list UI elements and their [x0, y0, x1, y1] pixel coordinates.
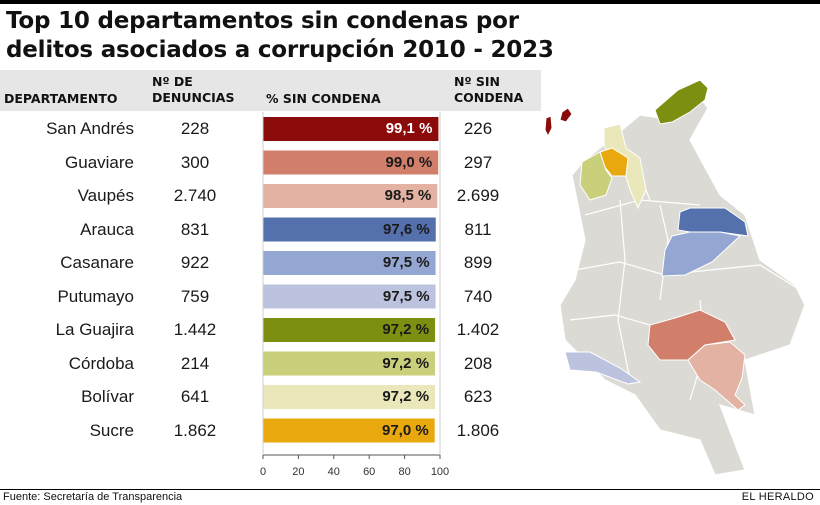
x-tick-label: 100: [430, 466, 450, 478]
map-cordoba: [579, 151, 613, 201]
bar-value-label: 97,2 %: [382, 354, 430, 372]
map-border-line: [709, 264, 801, 291]
bar-value-label: 99,1 %: [385, 120, 433, 137]
denuncias-value: 641: [180, 387, 210, 406]
category-label: San Andrés: [46, 119, 134, 138]
x-tick-label: 80: [398, 466, 411, 478]
denuncias-value: 1.862: [173, 420, 217, 440]
bar: [263, 150, 439, 175]
brand-logo: EL HERALDO: [741, 491, 814, 503]
category-label: La Guajira: [55, 320, 134, 339]
category-label: Guaviare: [65, 152, 134, 172]
map-san-andres: [559, 107, 573, 123]
map-putumayo: [564, 351, 642, 385]
x-tick-label: 60: [363, 466, 376, 478]
category-label: Sucre: [89, 420, 134, 440]
header-pct-sin-condena: % SIN CONDENA: [266, 91, 381, 106]
denuncias-value: 831: [180, 219, 210, 239]
bar-value-label: 97,5 %: [382, 287, 430, 305]
sin-condena-value: 2.699: [456, 186, 500, 205]
category-label: Bolívar: [81, 387, 134, 406]
bar: [263, 184, 438, 208]
x-tick-label: 40: [327, 466, 340, 478]
bar: [263, 318, 436, 342]
category-label: Putumayo: [57, 286, 134, 306]
source-note: Fuente: Secretaría de Transparencia: [3, 491, 183, 503]
bar: [263, 351, 436, 376]
map-guaviare: [647, 309, 736, 361]
bar-value-label: 99,0 %: [385, 153, 433, 171]
bar-value-label: 97,0 %: [381, 421, 429, 439]
bar: [263, 284, 436, 309]
sin-condena-value: 226: [463, 119, 493, 138]
chart-title: Top 10 departamentos sin condenas por de…: [6, 8, 554, 63]
map-border-line: [617, 199, 631, 381]
bar-value-label: 97,2 %: [382, 388, 430, 405]
category-label: Córdoba: [68, 353, 134, 373]
denuncias-value: 2.740: [173, 186, 217, 205]
category-label: Arauca: [80, 219, 134, 239]
bar: [263, 217, 436, 242]
sin-condena-value: 297: [463, 152, 493, 172]
denuncias-value: 1.442: [173, 320, 217, 339]
header-departamento: DEPARTAMENTO: [4, 91, 118, 106]
bar-value-label: 97,5 %: [382, 254, 430, 271]
map-border-line: [569, 314, 651, 326]
sin-condena-value: 1.402: [456, 320, 500, 339]
map-border-line: [659, 204, 669, 301]
x-tick-label: 20: [292, 466, 305, 478]
top-rule: [0, 0, 820, 4]
bar: [263, 251, 436, 275]
map-providencia: [544, 115, 553, 138]
sin-condena-value: 1.806: [456, 420, 500, 440]
sin-condena-value: 811: [464, 219, 492, 239]
denuncias-value: 300: [180, 152, 210, 172]
sin-condena-value: 740: [463, 286, 493, 306]
map-vaupes: [687, 341, 746, 411]
map-casanare: [661, 231, 742, 277]
map-la-guajira: [654, 79, 709, 125]
x-tick-label: 0: [259, 466, 267, 478]
category-label: Casanare: [60, 253, 134, 272]
table-header: [0, 70, 541, 111]
header-sin-condena: Nº SIN CONDENA: [454, 74, 524, 105]
bar-value-label: 97,6 %: [383, 220, 430, 238]
sin-condena-value: 208: [463, 353, 493, 373]
denuncias-value: 759: [180, 286, 210, 306]
denuncias-value: 922: [180, 253, 210, 272]
bar: [263, 117, 439, 141]
bar: [263, 385, 436, 409]
bar-value-label: 98,5 %: [384, 187, 432, 204]
bar: [263, 418, 435, 443]
map-arauca: [677, 207, 749, 237]
footer-rule: [0, 489, 820, 490]
sin-condena-value: 899: [463, 253, 493, 272]
denuncias-value: 214: [180, 353, 210, 373]
header-denuncias: Nº DE DENUNCIAS: [152, 74, 235, 105]
bar-value-label: 97,2 %: [382, 321, 430, 338]
denuncias-value: 228: [180, 119, 210, 138]
category-label: Vaupés: [77, 186, 134, 205]
sin-condena-value: 623: [463, 387, 493, 406]
